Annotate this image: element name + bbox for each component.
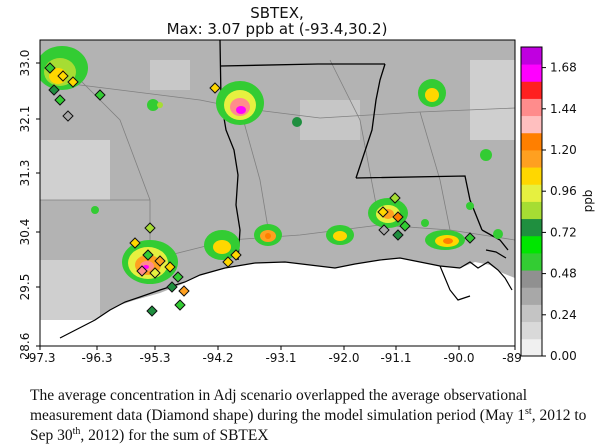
colorbar-tick-label: 0.00 bbox=[550, 349, 577, 363]
colorbar-swatch bbox=[521, 150, 542, 168]
x-axis: -97.3 -96.3 -95.3 -94.2 -93.1 -92.0 -91.… bbox=[24, 346, 522, 365]
caption-text: , 2012) for the sum of SBTEX bbox=[80, 427, 269, 444]
gulf-water bbox=[40, 258, 515, 346]
caption-superscript: th bbox=[72, 425, 81, 437]
colorbar-swatch bbox=[521, 201, 542, 220]
colorbar-swatch bbox=[521, 115, 542, 134]
colorbar-tick-label: 0.72 bbox=[550, 225, 577, 239]
colorbar: 0.00 0.24 0.48 0.72 0.96 1.20 1.44 1.68 ppb bbox=[520, 46, 595, 363]
y-tick-label: 28.6 bbox=[18, 333, 32, 360]
y-tick-label: 30.4 bbox=[18, 219, 32, 246]
x-tick-label: -93.1 bbox=[265, 351, 296, 365]
caption-text: , 2012 to Sep 30 bbox=[30, 407, 587, 444]
observation-diamonds bbox=[44, 62, 476, 317]
x-tick-label: -92.0 bbox=[328, 351, 359, 365]
colorbar-tick-label: 1.68 bbox=[550, 61, 577, 75]
y-tick-label: 29.5 bbox=[18, 274, 32, 301]
coastline bbox=[59, 249, 513, 339]
colorbar-unit-label: ppb bbox=[581, 190, 595, 213]
colorbar-swatch bbox=[521, 321, 542, 340]
caption-superscript: st bbox=[525, 405, 532, 417]
colorbar-swatch bbox=[521, 253, 542, 271]
colorbar-swatch bbox=[521, 184, 542, 202]
colorbar-tick-label: 1.44 bbox=[550, 102, 577, 116]
y-tick-label: 31.3 bbox=[18, 160, 32, 187]
y-tick-label: 33.0 bbox=[18, 50, 32, 77]
x-tick-label: -89 bbox=[502, 351, 522, 365]
x-tick-label: -91.1 bbox=[380, 351, 411, 365]
colorbar-swatch bbox=[521, 132, 542, 151]
colorbar-swatch bbox=[521, 287, 542, 305]
colorbar-swatches bbox=[521, 47, 542, 357]
colorbar-swatch bbox=[521, 338, 542, 357]
colorbar-tick-label: 0.24 bbox=[550, 308, 577, 322]
colorbar-swatch bbox=[521, 270, 542, 288]
caption-text: The average concentration in Adj scenari… bbox=[30, 387, 528, 424]
colorbar-swatch bbox=[521, 218, 542, 237]
colorbar-swatch bbox=[521, 98, 542, 117]
concentration-hotspots bbox=[40, 46, 503, 284]
colorbar-tick-label: 1.20 bbox=[550, 143, 577, 157]
y-axis: 33.0 32.1 31.3 30.4 29.5 28.6 bbox=[18, 50, 40, 360]
colorbar-tick-label: 0.48 bbox=[550, 267, 577, 281]
x-tick-label: -97.3 bbox=[24, 351, 55, 365]
x-tick-label: -95.3 bbox=[139, 351, 170, 365]
map-title-line1: SBTEX, bbox=[250, 4, 304, 22]
colorbar-ticks: 0.00 0.24 0.48 0.72 0.96 1.20 1.44 1.68 bbox=[542, 61, 577, 363]
y-tick-label: 32.1 bbox=[18, 106, 32, 133]
colorbar-swatch bbox=[521, 64, 542, 82]
colorbar-tick-label: 0.96 bbox=[550, 184, 577, 198]
x-tick-label: -96.3 bbox=[81, 351, 112, 365]
x-tick-label: -94.2 bbox=[202, 351, 233, 365]
map-frame bbox=[39, 39, 516, 347]
colorbar-swatch bbox=[521, 47, 542, 65]
colorbar-swatch bbox=[521, 304, 542, 323]
figure-caption: The average concentration in Adj scenari… bbox=[30, 386, 590, 446]
map-panel bbox=[40, 40, 515, 346]
colorbar-swatch bbox=[521, 235, 542, 254]
x-tick-label: -90.0 bbox=[443, 351, 474, 365]
colorbar-frame bbox=[520, 46, 543, 357]
map-title-line2: Max: 3.07 ppb at (-93.4,30.2) bbox=[167, 20, 388, 38]
colorbar-swatch bbox=[521, 81, 542, 99]
colorbar-swatch bbox=[521, 167, 542, 185]
